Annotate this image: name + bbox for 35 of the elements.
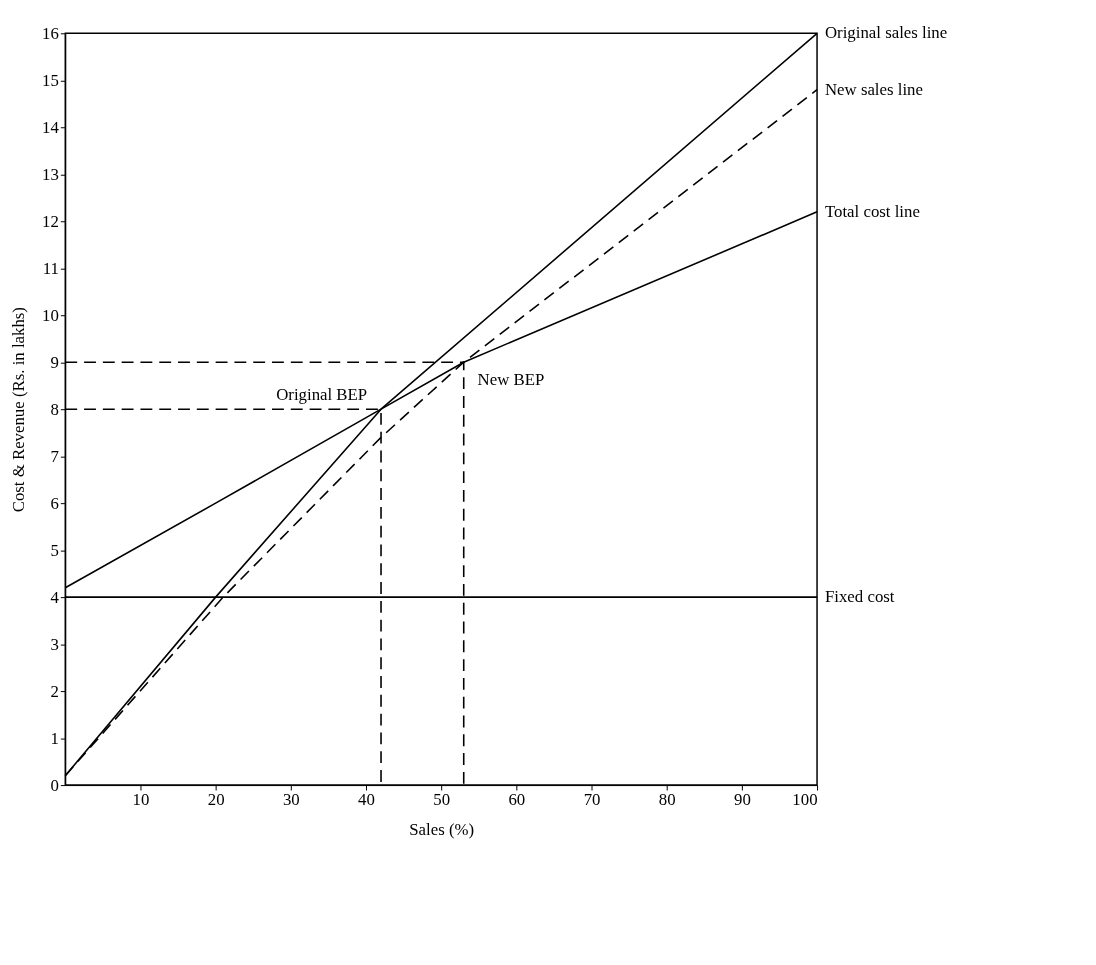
x-axis-title: Sales (%) [409,820,475,840]
y-axis-title: Cost & Revenue (Rs. in lakhs) [9,307,29,513]
y-tick-label: 8 [50,399,59,419]
x-tick-label: 90 [733,790,751,810]
x-tick-label: 20 [207,790,225,810]
series-label: Total cost line [824,201,920,221]
y-tick-label: 9 [50,352,59,372]
series-label: Original sales line [824,23,948,43]
y-tick-label: 11 [42,258,59,278]
y-tick-label: 3 [50,634,59,654]
annotation: Original BEP [276,385,368,405]
x-tick-label: 50 [433,790,451,810]
y-tick-label: 14 [42,117,60,137]
y-tick-label: 13 [42,164,59,184]
series-label: New sales line [824,79,923,99]
x-tick-label: 10 [132,790,150,810]
y-tick-label: 0 [50,775,59,795]
y-tick-label: 7 [50,446,59,466]
y-tick-label: 10 [42,305,59,325]
y-tick-label: 15 [42,70,59,90]
x-tick-label: 30 [282,790,300,810]
x-tick-label: 100 [792,790,818,810]
y-tick-label: 6 [50,493,59,513]
y-tick-label: 1 [50,728,59,748]
x-tick-label: 60 [508,790,526,810]
y-tick-label: 5 [50,540,59,560]
series-label: Fixed cost [824,587,895,607]
y-tick-label: 2 [50,681,59,701]
x-tick-label: 80 [658,790,676,810]
y-tick-label: 12 [42,211,59,231]
x-tick-label: 40 [358,790,375,810]
y-tick-label: 4 [50,587,60,607]
y-tick-label: 16 [42,23,59,43]
x-tick-label: 70 [583,790,601,810]
annotation: New BEP [477,369,545,389]
